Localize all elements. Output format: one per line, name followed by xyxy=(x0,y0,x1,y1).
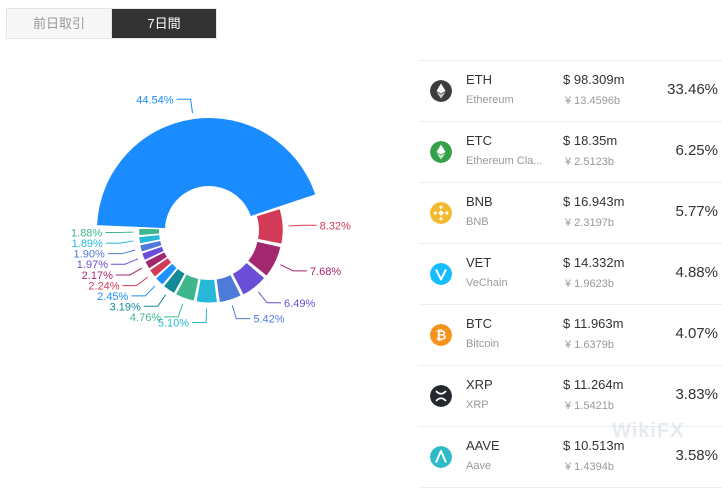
coin-symbol: VET xyxy=(466,255,491,270)
period-tabs: 前日取引 7日間 xyxy=(6,8,217,39)
slice-percent-label: 1.89% xyxy=(72,238,103,250)
coin-symbol: BNB xyxy=(466,194,493,209)
slice-percent-label: 6.49% xyxy=(284,298,315,310)
donut-slice[interactable] xyxy=(197,279,217,302)
xrp-icon xyxy=(430,385,452,407)
donut-slice[interactable] xyxy=(97,118,315,228)
coin-name: VeChain xyxy=(466,277,550,289)
label-leader-line xyxy=(108,250,136,254)
label-leader-line xyxy=(116,268,142,275)
slice-percent-label: 3.19% xyxy=(110,301,141,313)
donut-slice[interactable] xyxy=(257,209,283,243)
coin-share-percent: 6.25% xyxy=(675,142,718,159)
coin-share-percent: 5.77% xyxy=(675,203,718,220)
coin-name: BNB xyxy=(466,216,550,228)
slice-percent-label: 2.24% xyxy=(88,281,119,293)
coin-volume-usd: $ 14.332m xyxy=(563,255,624,270)
label-leader-line xyxy=(111,259,138,264)
slice-percent-label: 44.54% xyxy=(136,94,174,106)
label-leader-line xyxy=(106,241,134,243)
coin-volume-cny: ¥ 1.5421b xyxy=(565,400,614,412)
coin-name: Ethereum Cla... xyxy=(466,155,550,167)
coin-row-bnb[interactable]: BNB BNB $ 16.943m ¥ 2.3197b 5.77% xyxy=(418,183,722,244)
svg-text:₿: ₿ xyxy=(436,328,447,343)
label-leader-line xyxy=(164,304,183,317)
label-leader-line xyxy=(289,225,317,226)
label-leader-line xyxy=(192,308,206,322)
ethereum-icon xyxy=(430,80,452,102)
coin-symbol: BTC xyxy=(466,316,492,331)
ethereum-classic-icon xyxy=(430,141,452,163)
slice-percent-label: 1.90% xyxy=(74,249,105,261)
coin-name: XRP xyxy=(466,399,550,411)
coin-share-percent: 3.58% xyxy=(675,447,718,464)
bitcoin-icon: ₿ xyxy=(430,324,452,346)
tab-7-days[interactable]: 7日間 xyxy=(112,9,216,38)
slice-percent-label: 5.10% xyxy=(158,317,189,329)
coin-share-percent: 33.46% xyxy=(667,81,718,98)
slice-percent-label: 7.68% xyxy=(310,266,341,278)
coin-volume-cny: ¥ 2.3197b xyxy=(565,217,614,229)
coin-row-xrp[interactable]: XRP XRP $ 11.264m ¥ 1.5421b 3.83% xyxy=(418,366,722,427)
coin-volume-usd: $ 98.309m xyxy=(563,72,624,87)
donut-slice[interactable] xyxy=(139,229,159,235)
coin-volume-cny: ¥ 1.9623b xyxy=(565,278,614,290)
coin-name: Ethereum xyxy=(466,94,550,106)
coin-row-eth[interactable]: ETH Ethereum $ 98.309m ¥ 13.4596b 33.46% xyxy=(418,60,722,122)
aave-icon xyxy=(430,446,452,468)
coin-name: Aave xyxy=(466,460,550,472)
label-leader-line xyxy=(144,295,166,307)
coin-volume-cny: ¥ 13.4596b xyxy=(565,95,620,107)
coin-name: Bitcoin xyxy=(466,338,550,350)
slice-percent-label: 5.42% xyxy=(253,314,284,326)
coin-row-etc[interactable]: ETC Ethereum Cla... $ 18.35m ¥ 2.5123b 6… xyxy=(418,122,722,183)
label-leader-line xyxy=(123,277,148,286)
coin-volume-usd: $ 11.264m xyxy=(563,377,623,392)
coin-row-btc[interactable]: ₿ BTC Bitcoin $ 11.963m ¥ 1.6379b 4.07% xyxy=(418,305,722,366)
coin-share-percent: 4.07% xyxy=(675,325,718,342)
bnb-icon xyxy=(430,202,452,224)
watermark: WikiFX xyxy=(612,420,685,443)
slice-percent-label: 2.17% xyxy=(82,270,113,282)
coin-share-percent: 3.83% xyxy=(675,386,718,403)
coin-share-percent: 4.88% xyxy=(675,264,718,281)
coin-symbol: ETH xyxy=(466,72,492,87)
slice-percent-label: 2.45% xyxy=(97,291,128,303)
coin-symbol: XRP xyxy=(466,377,493,392)
coin-symbol: ETC xyxy=(466,133,492,148)
coin-volume-usd: $ 16.943m xyxy=(563,194,624,209)
slice-percent-label: 8.32% xyxy=(320,220,351,232)
coin-volume-cny: ¥ 1.4394b xyxy=(565,461,614,473)
coin-volume-cny: ¥ 1.6379b xyxy=(565,339,614,351)
coin-volume-usd: $ 18.35m xyxy=(563,133,617,148)
coin-symbol: AAVE xyxy=(466,438,500,453)
tab-previous-day[interactable]: 前日取引 xyxy=(7,9,112,38)
label-leader-line xyxy=(232,305,250,318)
slice-percent-label: 4.76% xyxy=(130,312,161,324)
label-leader-line xyxy=(280,265,307,271)
label-leader-line xyxy=(258,292,281,303)
coin-row-vet[interactable]: VET VeChain $ 14.332m ¥ 1.9623b 4.88% xyxy=(418,244,722,305)
label-leader-line xyxy=(131,286,155,296)
label-leader-line xyxy=(177,99,193,113)
slice-percent-label: 1.97% xyxy=(77,259,108,271)
coin-volume-cny: ¥ 2.5123b xyxy=(565,156,614,168)
slice-percent-label: 1.88% xyxy=(71,227,102,239)
volume-donut-chart: 44.54% 8.32% 7.68% 6.49%5.42% 5.10%4.76%3.19… xyxy=(0,40,418,473)
vechain-icon xyxy=(430,263,452,285)
coin-volume-usd: $ 11.963m xyxy=(563,316,623,331)
